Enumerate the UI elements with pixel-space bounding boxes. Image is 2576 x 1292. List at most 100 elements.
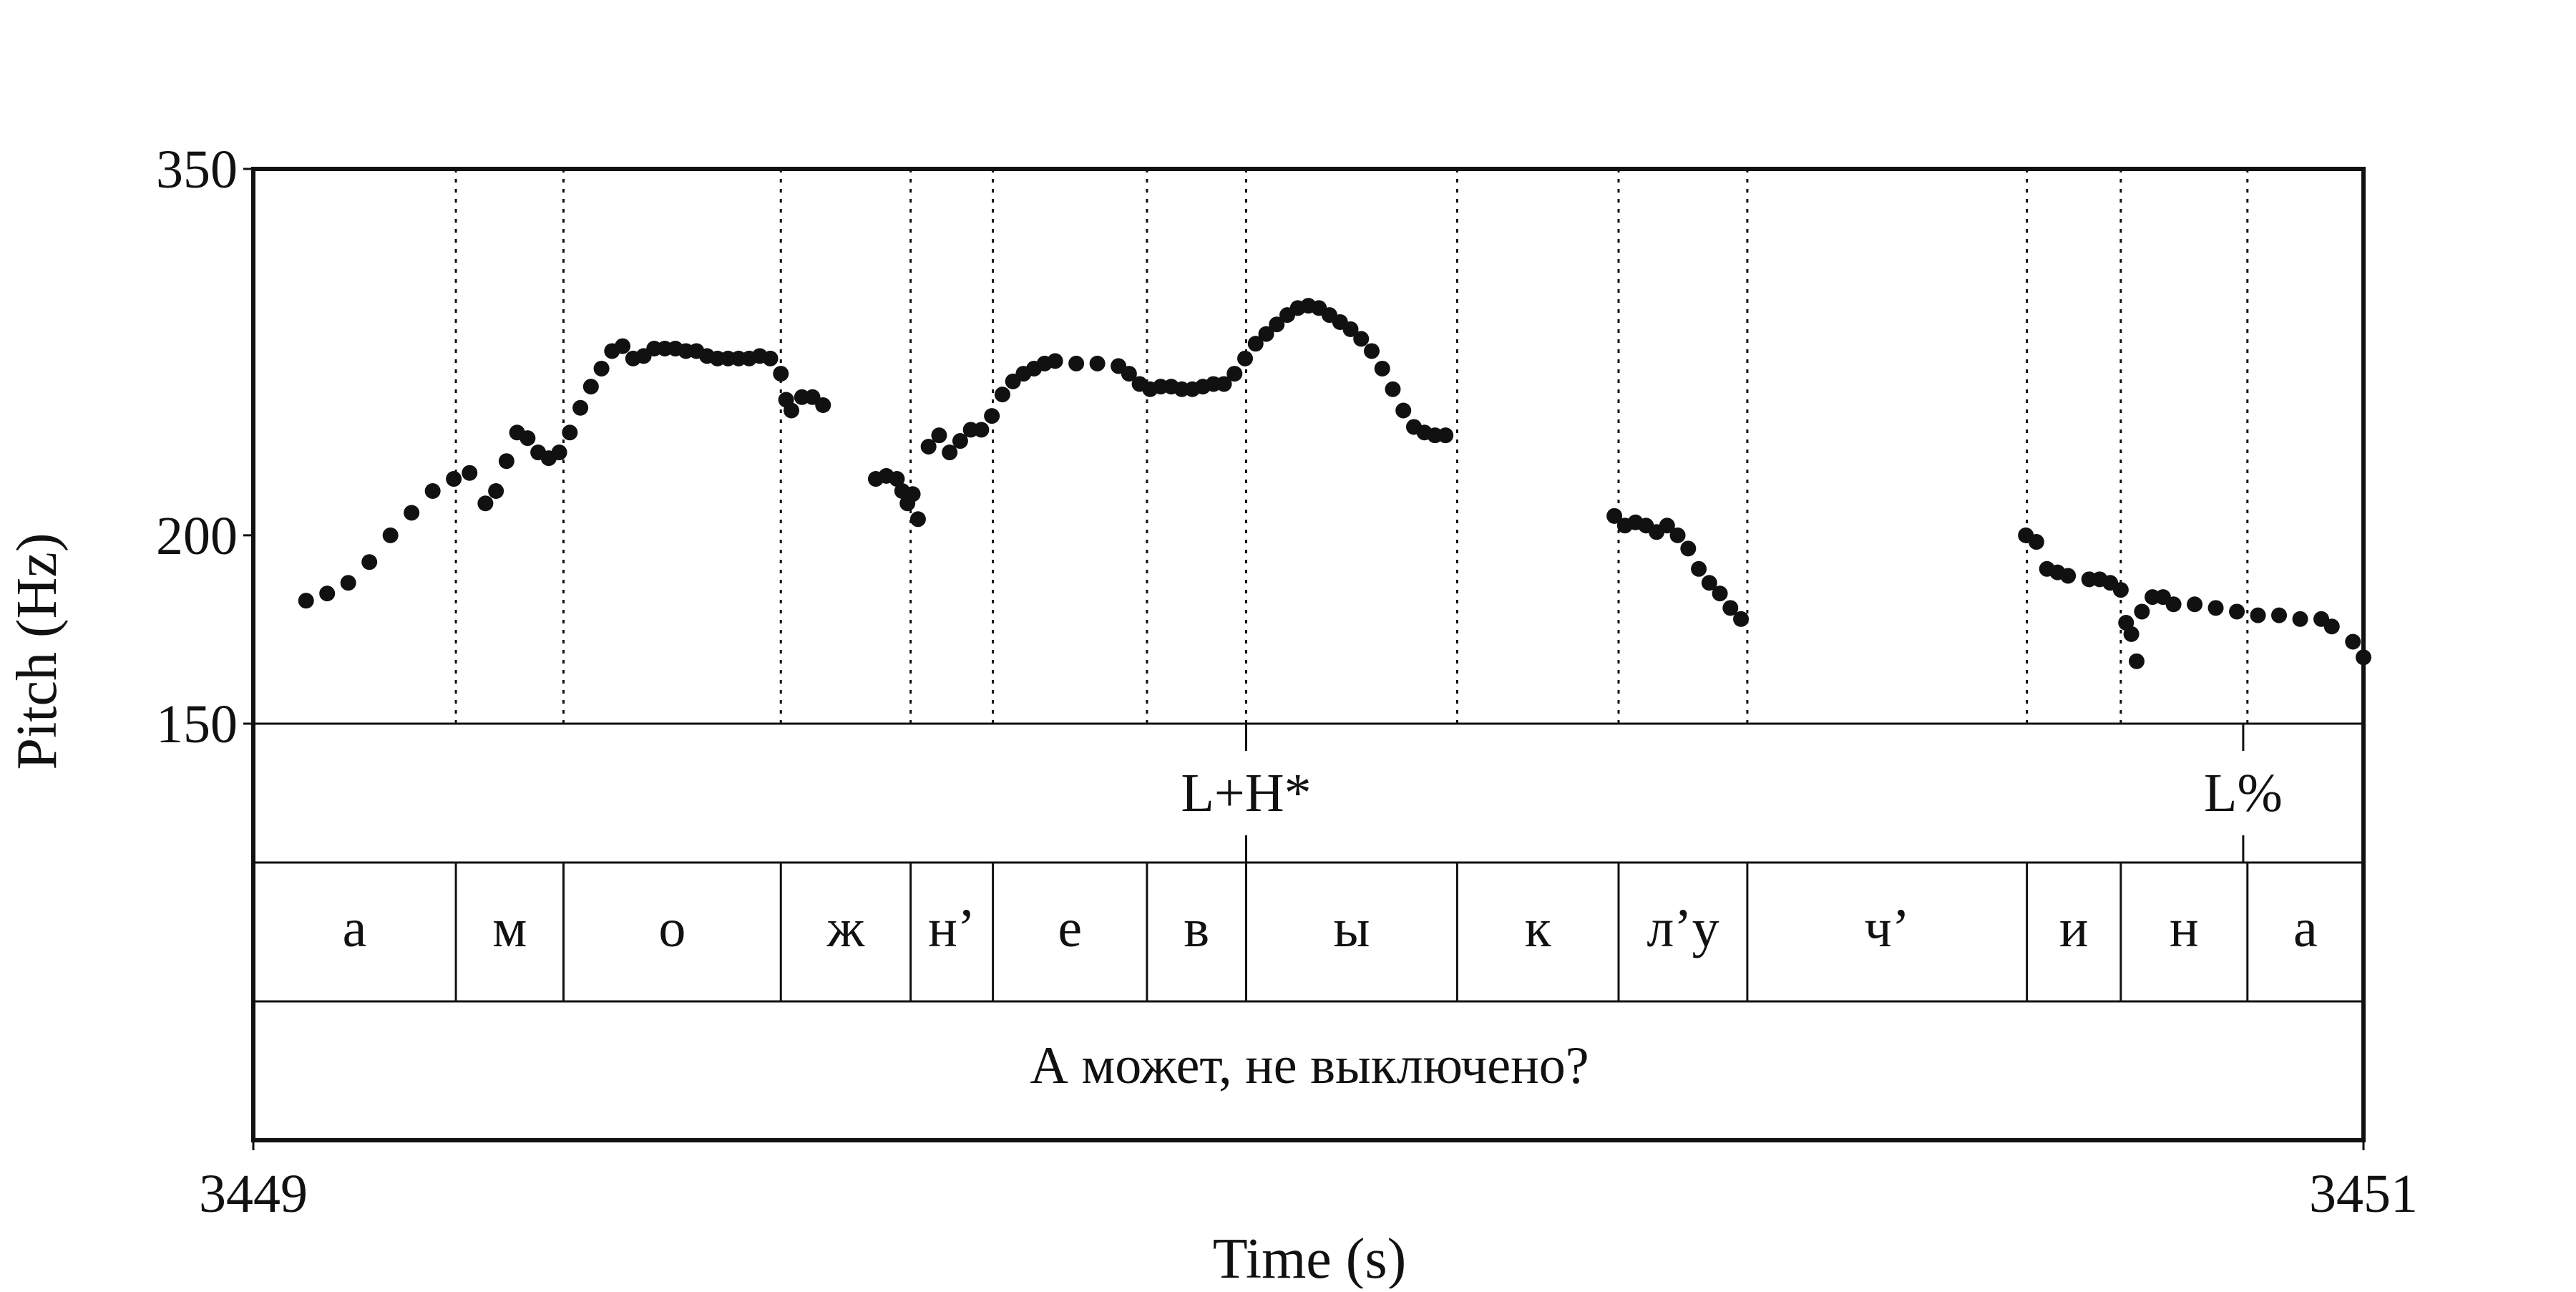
pitch-point — [815, 397, 831, 413]
pitch-point — [424, 482, 441, 499]
pitch-point — [1216, 376, 1232, 392]
plot-frame — [251, 167, 2366, 1142]
pitch-point — [773, 366, 789, 382]
pitch-point — [984, 408, 1000, 424]
pitch-point — [952, 433, 968, 450]
pitch-point — [1606, 507, 1623, 524]
pitch-point — [319, 586, 336, 602]
pitch-point — [1659, 518, 1675, 534]
pitch-point — [1680, 540, 1697, 557]
segment-label: л’у — [1646, 898, 1719, 958]
pitch-point — [2060, 568, 2077, 584]
pitch-point — [2028, 534, 2044, 550]
pitch-point — [1047, 353, 1063, 369]
pitch-point — [593, 360, 610, 377]
pitch-point — [2356, 649, 2371, 666]
pitch-point — [889, 471, 905, 487]
pitch-point — [942, 445, 958, 461]
frame-layer — [243, 167, 2366, 1150]
text-layer: Pitch (Hz) Time (s) А может, не выключен… — [6, 140, 2418, 1291]
pitch-points-layer — [298, 298, 2371, 669]
pitch-point — [498, 453, 514, 470]
segment-label: в — [1184, 898, 1209, 958]
pitch-point — [1068, 355, 1085, 371]
pitch-point — [1691, 560, 1707, 577]
segment-label: н’ — [928, 898, 975, 958]
pitch-point — [931, 427, 947, 444]
pitch-point — [572, 399, 589, 416]
segment-label: м — [492, 898, 527, 958]
segment-label: а — [343, 898, 367, 958]
pitch-point — [1712, 586, 1728, 602]
pitch-point — [1226, 366, 1243, 382]
pitch-point — [1669, 527, 1686, 543]
segment-label: и — [2059, 898, 2089, 958]
y-tick-label: 200 — [156, 506, 238, 566]
pitch-point — [1258, 326, 1274, 342]
pitch-point — [1374, 360, 1390, 377]
pitch-point — [920, 439, 937, 455]
pitch-point — [1701, 575, 1717, 591]
tone-label: L+H* — [1181, 763, 1311, 823]
pitch-point — [1385, 381, 1401, 397]
segment-label: ч’ — [1864, 898, 1910, 958]
pitch-point — [1247, 336, 1264, 352]
pitch-point — [2123, 626, 2140, 642]
segment-label: о — [658, 898, 686, 958]
pitch-point — [994, 387, 1010, 403]
pitch-point — [904, 486, 921, 502]
pitch-point — [2165, 596, 2182, 613]
pitch-point — [2250, 607, 2266, 623]
pitch-point — [1342, 321, 1359, 337]
pitch-point — [488, 482, 504, 499]
y-axis-title: Pitch (Hz) — [6, 533, 69, 769]
pitch-point — [615, 338, 631, 354]
pitch-point — [2271, 607, 2288, 623]
x-axis-title: Time (s) — [1213, 1228, 1406, 1288]
pitch-point — [2128, 653, 2145, 669]
pitch-point — [1733, 611, 1750, 627]
pitch-point — [2292, 611, 2308, 627]
pitch-point — [519, 430, 536, 447]
pitch-point — [2134, 603, 2150, 620]
y-tick-label: 150 — [156, 694, 238, 754]
x-tick-label: 3451 — [2309, 1164, 2418, 1224]
segment-label: к — [1525, 898, 1551, 958]
pitch-point — [2112, 582, 2129, 598]
pitch-point — [462, 465, 478, 481]
segment-label: е — [1058, 898, 1082, 958]
pitch-point — [551, 445, 567, 461]
segment-label: а — [2293, 898, 2318, 958]
x-tick-label: 3449 — [199, 1164, 308, 1224]
pitch-point — [973, 422, 990, 438]
pitch-point — [298, 593, 314, 609]
pitch-point — [2187, 596, 2203, 613]
pitch-point — [382, 527, 399, 543]
pitch-point — [2323, 618, 2340, 635]
pitch-point — [1363, 343, 1380, 359]
pitch-point — [2345, 633, 2361, 650]
boundary-layer — [454, 169, 2249, 1001]
pitch-point — [1353, 331, 1370, 347]
pitch-point — [762, 350, 779, 366]
pitch-point — [1121, 366, 1137, 382]
segment-label: ж — [826, 898, 865, 958]
pitch-point — [361, 554, 378, 570]
pitch-point — [1438, 427, 1454, 444]
pitch-point — [477, 495, 494, 512]
pitch-point — [909, 511, 926, 528]
pitch-point — [340, 575, 356, 591]
pitch-point — [446, 471, 462, 487]
pitch-point — [2207, 600, 2224, 616]
pitch-point — [404, 505, 420, 521]
y-tick-label: 350 — [156, 140, 238, 200]
pitch-point — [1089, 355, 1106, 371]
pitch-point — [783, 402, 799, 419]
tone-label: L% — [2204, 763, 2283, 823]
pitch-point — [1269, 316, 1285, 333]
segment-label: н — [2170, 898, 2199, 958]
pitch-point — [2229, 603, 2245, 620]
segment-label: ы — [1333, 898, 1370, 958]
